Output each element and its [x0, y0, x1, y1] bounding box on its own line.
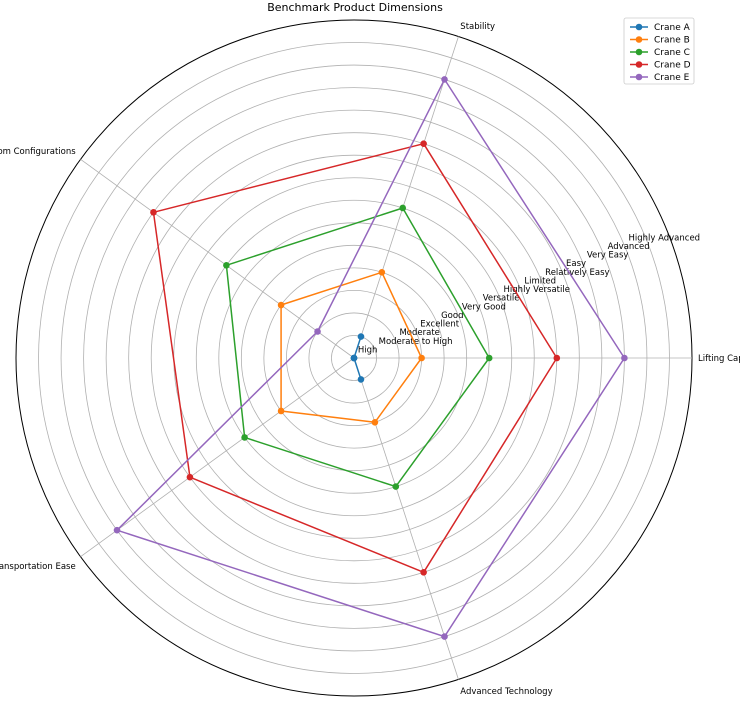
- legend-marker: [635, 48, 643, 56]
- series-line: [225, 207, 490, 488]
- series-layer: [113, 76, 628, 640]
- series-point: [277, 301, 285, 309]
- series-line: [280, 271, 423, 424]
- series-point: [441, 76, 448, 83]
- axis-spoke: [353, 36, 459, 359]
- legend-label: Crane E: [654, 73, 690, 83]
- series-point: [399, 204, 407, 212]
- legend-marker: [635, 23, 643, 31]
- series-point: [441, 633, 448, 640]
- series-point: [350, 354, 358, 362]
- series-point: [314, 328, 321, 335]
- legend-label: Crane A: [654, 23, 691, 33]
- axis-label: Stability: [460, 22, 495, 32]
- series-point: [621, 354, 628, 362]
- ring-label: Moderate to High: [379, 337, 453, 347]
- series-point: [277, 407, 285, 415]
- series-point: [420, 140, 427, 147]
- series-point: [420, 569, 427, 576]
- ring-label: Easy: [566, 259, 586, 269]
- ring-label: Versatile: [483, 294, 520, 304]
- legend-marker: [635, 73, 643, 81]
- axis-spoke: [353, 357, 459, 680]
- ring-label: Highly Advanced: [628, 233, 700, 243]
- series-point: [392, 483, 400, 490]
- series-point: [241, 434, 248, 441]
- legend-marker: [635, 36, 643, 43]
- ring-label: Highly Versatile: [504, 285, 570, 295]
- series-point: [223, 261, 230, 269]
- axis-label: Boom Configurations: [0, 147, 76, 157]
- ring-label: Excellent: [420, 320, 459, 330]
- series-point: [485, 354, 493, 362]
- series-point: [418, 354, 425, 362]
- legend-label: Crane C: [654, 48, 690, 58]
- ring-label: Limited: [524, 276, 556, 286]
- legend-marker: [635, 61, 643, 68]
- series-point: [186, 473, 194, 481]
- legend-label: Crane B: [654, 36, 690, 46]
- legend-label: Crane D: [654, 61, 691, 71]
- series-line: [152, 142, 558, 574]
- series-point: [553, 354, 561, 362]
- axis-label: Advanced Technology: [460, 687, 552, 697]
- ring-label: Advanced: [608, 242, 650, 252]
- legend-box: [623, 17, 695, 85]
- series-point: [357, 333, 365, 340]
- series-point: [150, 209, 157, 216]
- ring-label: Good: [441, 311, 463, 321]
- series-point: [378, 268, 386, 276]
- axis-spoke: [80, 357, 355, 557]
- axis-spoke: [80, 159, 355, 359]
- ring-label: Very Easy: [587, 251, 629, 261]
- radar-grid: Lifting Capacity Stability Boom Configurat…: [0, 19, 740, 697]
- series-point: [113, 526, 121, 534]
- axis-label: Lifting Capacity: [698, 354, 740, 364]
- ring-label: High: [358, 345, 378, 355]
- ring-label: Very Good: [462, 302, 506, 312]
- series-line: [116, 78, 626, 638]
- series-point: [371, 418, 379, 426]
- ring-label: Moderate: [399, 328, 439, 338]
- series-point: [357, 376, 365, 383]
- chart-title: Benchmark Product Dimensions: [267, 1, 443, 14]
- ring-label: Relatively Easy: [545, 268, 609, 278]
- axis-label: Transportation Ease: [0, 562, 76, 572]
- legend: Crane A Crane B Crane C Crane D Crane E: [623, 17, 695, 85]
